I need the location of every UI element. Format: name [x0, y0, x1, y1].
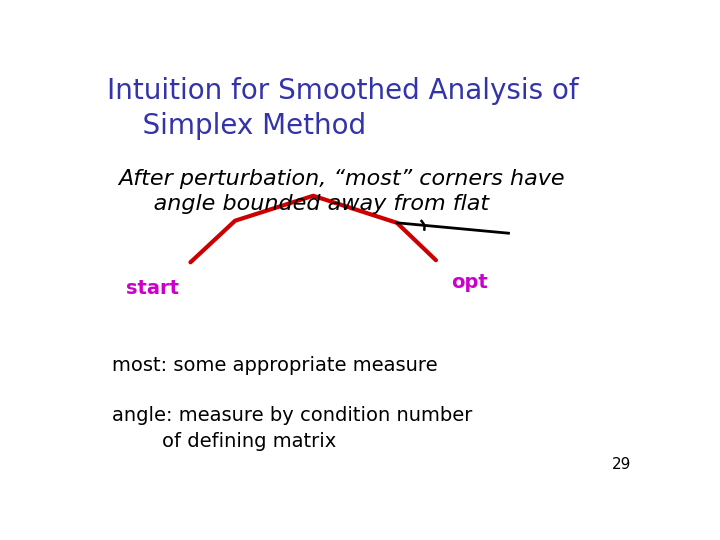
Text: opt: opt	[451, 273, 488, 292]
Text: Intuition for Smoothed Analysis of
    Simplex Method: Intuition for Smoothed Analysis of Simpl…	[107, 77, 578, 140]
Text: 29: 29	[612, 457, 631, 472]
Text: angle: measure by condition number
        of defining matrix: angle: measure by condition number of de…	[112, 406, 473, 451]
Text: most: some appropriate measure: most: some appropriate measure	[112, 356, 438, 375]
Text: start: start	[126, 279, 179, 298]
Text: After perturbation, “most” corners have
     angle bounded away from flat: After perturbation, “most” corners have …	[118, 168, 564, 214]
